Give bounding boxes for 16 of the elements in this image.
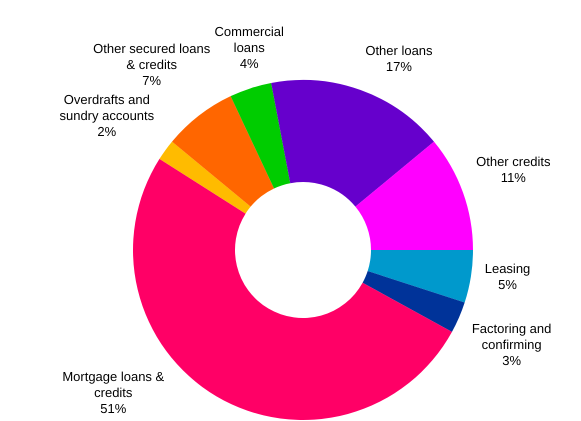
slice-label: Mortgage loans & credits <box>62 368 165 400</box>
slice-label: Factoring and confirming <box>472 321 552 352</box>
data-label: 51% <box>100 400 127 416</box>
slice-label: Other loans <box>365 42 434 58</box>
slice-label: Other secured loans & credits <box>93 41 211 72</box>
slice-label: Other credits <box>476 154 552 169</box>
slice-label: Commercial loans <box>214 24 284 56</box>
data-label: 4% <box>240 56 260 72</box>
data-label: 5% <box>498 276 518 292</box>
data-label: 7% <box>142 73 162 88</box>
slice-label: Leasing <box>484 260 530 276</box>
data-label: 11% <box>500 170 526 185</box>
data-label: 3% <box>502 353 522 368</box>
data-label: 17% <box>386 58 412 74</box>
data-label: 2% <box>97 124 117 139</box>
slice-label: Overdrafts and sundry accounts <box>59 92 155 123</box>
